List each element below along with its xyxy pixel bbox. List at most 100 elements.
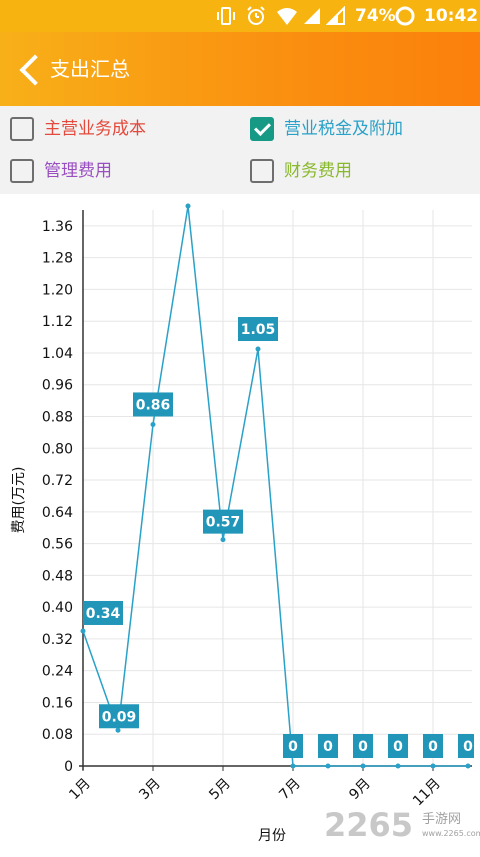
data-label: 0 [283, 734, 303, 758]
y-tick-label: 0 [64, 759, 73, 775]
y-tick-label: 0.08 [42, 727, 73, 743]
y-tick-label: 1.28 [42, 251, 73, 267]
y-tick-label: 0.64 [42, 505, 73, 521]
data-label: 0 [423, 734, 443, 758]
y-tick-label: 0.88 [42, 410, 73, 426]
data-label-box [99, 704, 139, 729]
data-label-text: 0 [428, 739, 438, 755]
watermark-url: www.2265.com [422, 829, 480, 838]
data-point [150, 421, 156, 427]
signal-icon [302, 6, 322, 31]
data-label: 0 [318, 734, 338, 758]
data-label: 0.86 [133, 392, 173, 417]
y-tick-label: 1.20 [42, 282, 73, 298]
page-title: 支出汇总 [50, 57, 130, 81]
y-tick-label: 1.12 [42, 314, 73, 330]
data-point [255, 346, 261, 352]
x-tick-label: 5月 [206, 776, 234, 804]
data-point [465, 763, 471, 769]
wifi-icon [276, 6, 298, 31]
y-tick-label: 0.32 [42, 632, 73, 648]
data-label-box [283, 734, 303, 758]
data-label-text: 1.05 [241, 322, 276, 338]
checkbox[interactable] [250, 117, 274, 141]
x-tick-label: 11月 [410, 776, 444, 810]
data-label-text: 0 [323, 739, 333, 755]
data-label: 0 [458, 734, 478, 758]
watermark: 2265 手游网 www.2265.com [324, 806, 480, 845]
back-button[interactable]: 支出汇总 [14, 50, 164, 88]
data-point [290, 763, 296, 769]
x-tick-label: 3月 [136, 776, 164, 804]
y-tick-label: 0.16 [42, 695, 73, 711]
data-label-text: 0.34 [86, 606, 121, 622]
y-tick-label: 0.40 [42, 600, 73, 616]
y-tick-label: 1.04 [42, 346, 73, 362]
y-tick-label: 0.48 [42, 568, 73, 584]
filter-label: 财务费用 [284, 161, 352, 181]
checkbox[interactable] [250, 159, 274, 183]
status-bar: 74% 10:42 [0, 0, 480, 32]
checkbox[interactable] [10, 159, 34, 183]
data-point [360, 763, 366, 769]
battery-percent: 74% [355, 6, 396, 26]
y-tick-label: 0.72 [42, 473, 73, 489]
alarm-icon [246, 6, 266, 31]
y-axis-label: 费用(万元) [11, 467, 27, 534]
data-label: 0 [388, 734, 408, 758]
filter-main-business-cost[interactable]: 主营业务成本 [10, 114, 210, 146]
data-label-box [238, 317, 278, 341]
clock: 10:42 [424, 6, 479, 26]
app-bar: 支出汇总 [0, 32, 480, 106]
series-line [82, 205, 468, 767]
checkbox[interactable] [10, 117, 34, 141]
data-label-box [423, 734, 443, 758]
data-point [430, 763, 436, 769]
data-label: 0 [353, 734, 373, 758]
x-tick-label: 7月 [276, 776, 304, 804]
x-tick-label: 9月 [346, 776, 374, 804]
data-point [220, 537, 226, 543]
expense-chart: 0 0.08 0.16 0.24 0.32 0.40 0.48 0.56 0.64 0.72 0.8… [6, 172, 478, 853]
y-tick-label: 1.36 [42, 219, 73, 235]
data-label-text: 0.86 [136, 397, 171, 413]
data-label-box [458, 734, 478, 758]
data-point [115, 727, 121, 733]
data-label-text: 0 [288, 739, 298, 755]
data-point [80, 628, 86, 634]
filter-management-expense[interactable]: 管理费用 [10, 156, 210, 188]
data-label: 1.05 [238, 317, 278, 341]
line-chart: 0 0.08 0.16 0.24 0.32 0.40 0.48 0.56 0.64 0.72 0.8… [11, 172, 478, 844]
data-point [395, 763, 401, 769]
filter-business-tax-surcharge[interactable]: 营业税金及附加 [250, 114, 470, 146]
data-label-text: 0 [393, 739, 403, 755]
y-tick-label: 0.24 [42, 664, 73, 680]
chevron-left-icon [19, 54, 51, 86]
data-label: 0.34 [83, 600, 123, 625]
data-label-box [83, 600, 123, 625]
battery-icon [394, 6, 416, 31]
data-label-text: 0 [358, 739, 368, 755]
category-filters: 主营业务成本 营业税金及附加 管理费用 财务费用 [0, 106, 480, 194]
data-label-box [353, 734, 373, 758]
filter-label: 营业税金及附加 [284, 119, 403, 139]
watermark-number: 2265 [324, 806, 414, 844]
data-label-box [203, 509, 243, 534]
y-tick-label: 0.56 [42, 537, 73, 553]
vibrate-icon [216, 6, 236, 31]
y-tick-label: 0.96 [42, 378, 73, 394]
filter-label: 管理费用 [44, 161, 112, 181]
data-label: 0.09 [99, 704, 139, 729]
watermark-text: 手游网 [422, 812, 462, 827]
data-label-text: 0 [463, 739, 473, 755]
data-label-text: 0.09 [102, 709, 137, 725]
x-tick-label: 1月 [66, 776, 94, 804]
filter-financial-expense[interactable]: 财务费用 [250, 156, 450, 188]
filter-label: 主营业务成本 [44, 119, 146, 139]
data-label-box [318, 734, 338, 758]
data-label-box [133, 392, 173, 417]
data-label-box [388, 734, 408, 758]
data-label-text: 0.57 [206, 515, 241, 531]
data-point [325, 763, 331, 769]
y-tick-label: 0.80 [42, 441, 73, 457]
